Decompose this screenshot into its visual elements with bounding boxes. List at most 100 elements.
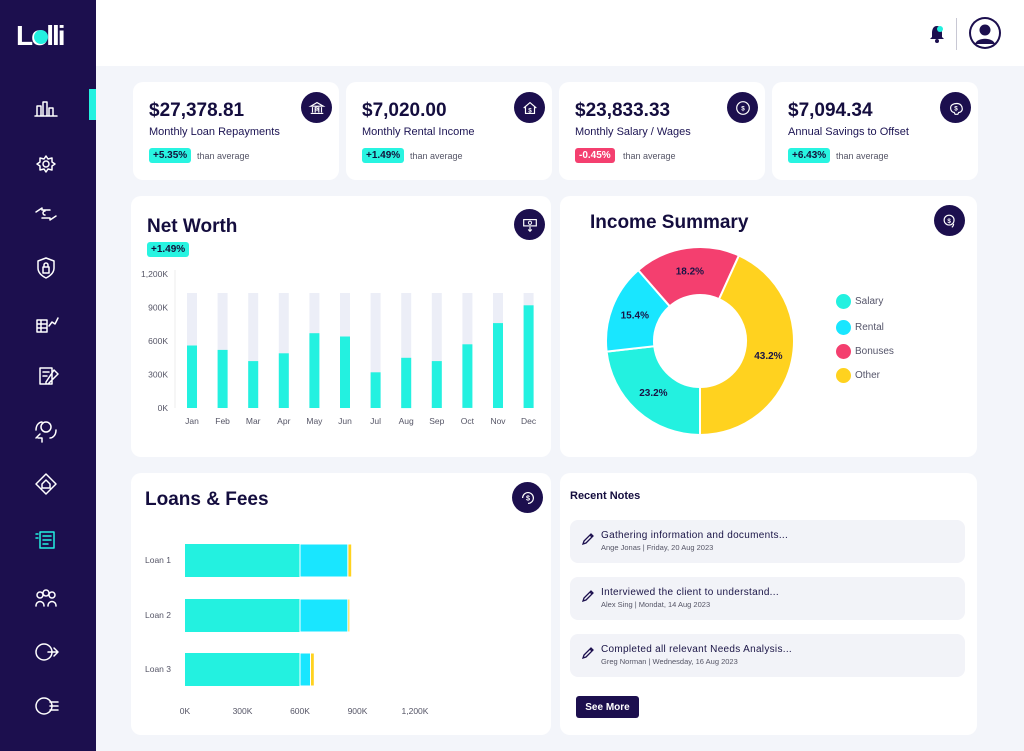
user-avatar[interactable]: [969, 17, 1001, 49]
sidebar-item-network-home[interactable]: [28, 468, 64, 500]
sidebar-item-building-chart[interactable]: [28, 306, 64, 338]
loan-bar-segment[interactable]: [299, 598, 349, 633]
stat-change-badge: +5.35%: [149, 148, 192, 163]
pencil-icon: [581, 647, 594, 660]
top-divider: [956, 18, 957, 50]
sidebar-item-group-users[interactable]: [28, 580, 64, 612]
net-worth-title: Net Worth: [147, 216, 238, 237]
loan-bar-segment[interactable]: [299, 652, 311, 687]
dollar-cycle-icon[interactable]: $: [512, 482, 543, 513]
loan-bar-segment[interactable]: [185, 599, 300, 632]
x-tick-label: Jun: [338, 416, 352, 426]
bar-value[interactable]: [217, 349, 228, 408]
legend-item-bonuses: Bonuses: [836, 344, 894, 359]
donut-slice-salary[interactable]: [605, 345, 701, 437]
x-tick-label: May: [306, 416, 323, 426]
document-dollar-icon: [39, 367, 59, 385]
y-tick-label: 0K: [158, 403, 169, 413]
bar-value[interactable]: [523, 305, 534, 408]
pencil-icon: [581, 533, 594, 546]
sidebar-item-bar-chart[interactable]: [28, 92, 64, 124]
stat-value: $7,094.34: [788, 100, 873, 121]
note-meta: Ange Jonas | Friday, 20 Aug 2023: [601, 543, 714, 552]
loan-bar-segment[interactable]: [185, 544, 300, 577]
bar-value[interactable]: [309, 333, 320, 408]
notification-bell-icon[interactable]: [928, 24, 946, 44]
group-users-icon: [35, 589, 57, 607]
net-worth-chart: 0K 300K 600K 900K 1,200K Jan Feb Mar Apr May Jun Ju…: [141, 269, 537, 426]
sidebar-item-exchange-arrows[interactable]: [28, 198, 64, 230]
slice-label: 23.2%: [639, 388, 667, 399]
loan-bar-segment[interactable]: [299, 543, 349, 578]
bar-value[interactable]: [248, 361, 259, 408]
user-icon: [971, 19, 999, 47]
dollar-transfer-icon: [35, 643, 59, 661]
legend-label: Other: [855, 370, 881, 381]
legend-swatch: [836, 294, 851, 309]
sidebar-item-notes-list[interactable]: [28, 524, 64, 556]
x-tick-label: Jul: [370, 416, 381, 426]
y-tick-label: 900K: [148, 303, 168, 313]
dollar-coin-icon[interactable]: $: [727, 92, 758, 123]
bar-value[interactable]: [401, 357, 412, 409]
sidebar-item-money-home-cycle[interactable]: [28, 414, 64, 446]
stat-note: than average: [197, 151, 250, 161]
stat-note: than average: [623, 151, 676, 161]
loan-bar-segment[interactable]: [347, 598, 351, 633]
note-item[interactable]: Interviewed the client to understand... A…: [570, 577, 965, 620]
settings-gear-icon: [36, 155, 56, 173]
x-tick-label: Aug: [399, 416, 414, 426]
svg-text:$: $: [741, 105, 745, 112]
note-item[interactable]: Completed all relevant Needs Analysis...…: [570, 634, 965, 677]
piggy-bank-icon[interactable]: $: [940, 92, 971, 123]
loan-bar-segment[interactable]: [185, 653, 300, 686]
bar-track: [431, 293, 442, 408]
svg-text:$: $: [315, 105, 319, 112]
house-dollar-icon-glyph: $: [522, 101, 537, 114]
bar-chart-icon: [34, 101, 58, 117]
sidebar-item-dollar-transfer[interactable]: [28, 636, 64, 668]
legend-item-rental: Rental: [836, 320, 884, 335]
top-bar: [96, 0, 1024, 66]
sidebar: Lolli: [0, 0, 96, 751]
bar-value[interactable]: [340, 336, 350, 409]
bar-value[interactable]: [370, 372, 381, 408]
see-more-button[interactable]: See More: [576, 696, 639, 718]
sidebar-item-settings-gear[interactable]: [28, 148, 64, 180]
note-item[interactable]: Gathering information and documents... An…: [570, 520, 965, 563]
sidebar-item-document-dollar[interactable]: [28, 360, 64, 392]
sidebar-item-dollar-lines[interactable]: [28, 690, 64, 722]
stat-card: $7,020.00 Monthly Rental Income +1.49% than…: [346, 82, 552, 180]
x-tick-label: Mar: [246, 416, 261, 426]
exchange-arrows-icon: [35, 207, 57, 221]
loan-bar-segment[interactable]: [310, 652, 315, 687]
bar-value[interactable]: [187, 345, 197, 409]
sidebar-item-security-lock[interactable]: [28, 252, 64, 284]
loan-bar-segment[interactable]: [347, 543, 353, 578]
x-tick-label: 600K: [290, 706, 310, 716]
bank-icon[interactable]: $: [301, 92, 332, 123]
cash-down-icon[interactable]: [514, 209, 545, 240]
x-tick-label: 1,200K: [402, 706, 429, 716]
lolli-logo: Lolli: [16, 20, 66, 50]
note-meta: Greg Norman | Wednesday, 16 Aug 2023: [601, 657, 738, 666]
bar-value[interactable]: [431, 361, 442, 408]
svg-text:$: $: [947, 217, 951, 224]
net-worth-change-badge: +1.49%: [147, 242, 190, 257]
building-chart-icon: [36, 317, 59, 333]
piggy-bank-icon-glyph: $: [949, 102, 963, 115]
x-tick-label: Feb: [215, 416, 230, 426]
donut-slice-other[interactable]: [699, 254, 795, 437]
svg-text:$: $: [526, 493, 530, 502]
dollar-refresh-icon[interactable]: $: [934, 205, 965, 236]
stat-label: Annual Savings to Offset: [788, 126, 909, 138]
bar-value[interactable]: [493, 323, 503, 408]
stat-label: Monthly Salary / Wages: [575, 126, 691, 138]
dollar-refresh-glyph: $: [943, 214, 955, 228]
note-title: Interviewed the client to understand...: [601, 587, 779, 598]
house-dollar-icon[interactable]: $: [514, 92, 545, 123]
bar-value[interactable]: [278, 353, 289, 408]
bar-value[interactable]: [462, 344, 473, 408]
bar-track: [248, 293, 259, 408]
x-tick-label: Sep: [429, 416, 444, 426]
